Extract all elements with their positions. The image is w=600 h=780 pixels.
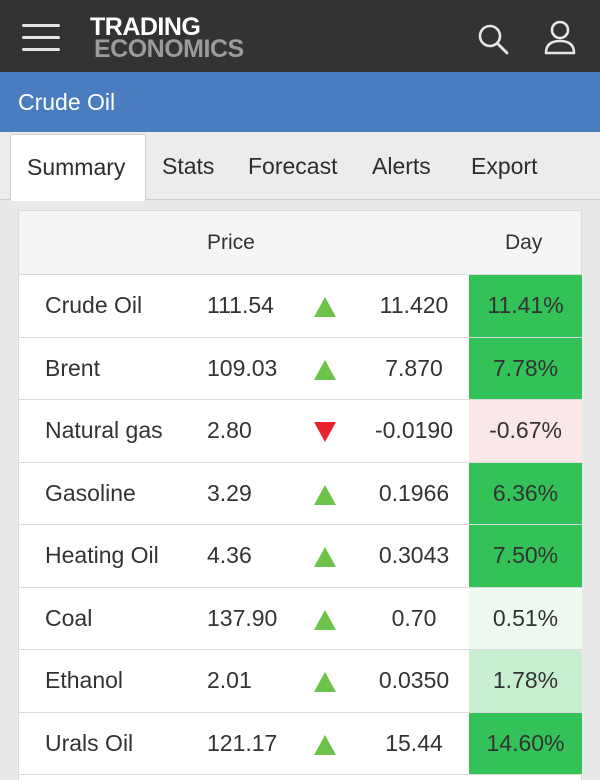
price-change: -0.0190 <box>374 417 453 443</box>
commodities-table: Price Day Crude Oil 111.54 11.420 11.41% Bre… <box>18 210 582 780</box>
table-row[interactable]: Brent 109.03 7.870 7.78% <box>19 337 582 400</box>
arrow-up-icon <box>313 359 337 381</box>
table-row[interactable]: Coal 137.90 0.70 0.51% <box>19 587 582 650</box>
price-change: 11.420 <box>379 292 449 318</box>
arrow-up-icon <box>313 609 337 631</box>
table-row[interactable]: Crude Oil 111.54 11.420 11.41% <box>19 275 582 338</box>
day-percent-change: 7.78% <box>469 337 582 399</box>
day-percent-change: 0.51% <box>469 587 582 649</box>
price-change: 0.0350 <box>378 667 450 693</box>
commodity-price: 2.80 <box>207 417 252 443</box>
commodity-price: 3.29 <box>207 479 252 506</box>
top-app-bar: TRADING ECONOMICS <box>0 0 600 72</box>
day-percent-change: 1.78% <box>469 650 582 712</box>
price-change: 0.3043 <box>378 542 450 568</box>
commodity-price: 137.90 <box>207 604 278 631</box>
commodity-name[interactable]: Gasoline <box>45 479 136 506</box>
table-row[interactable]: Urals Oil 121.17 15.44 14.60% <box>19 712 582 775</box>
table-row[interactable]: Gasoline 3.29 0.1966 6.36% <box>19 462 582 525</box>
tab-bar: Summary Stats Forecast Alerts Export <box>0 132 600 201</box>
table-row[interactable]: Heating Oil 4.36 0.3043 7.50% <box>19 525 582 588</box>
table-row[interactable]: Ethanol 2.01 0.0350 1.78% <box>19 650 582 713</box>
price-change: 0.1966 <box>378 479 450 506</box>
arrow-up-icon <box>313 671 337 693</box>
day-percent-change: 14.60% <box>469 712 582 774</box>
commodity-price: 4.36 <box>207 542 252 568</box>
day-percent-change: 6.36% <box>469 462 582 524</box>
arrow-up-icon <box>313 484 337 506</box>
column-header-day: Day <box>505 231 543 254</box>
price-change: 0.70 <box>391 604 437 631</box>
commodity-name[interactable]: Coal <box>45 604 93 631</box>
page-title: Crude Oil <box>18 89 116 115</box>
table-header: Price Day <box>19 211 581 275</box>
arrow-down-icon <box>313 421 337 443</box>
search-icon[interactable] <box>476 22 510 56</box>
logo-line-economics: ECONOMICS <box>94 35 244 63</box>
price-change: 15.44 <box>385 729 443 756</box>
day-percent-change: -0.67% <box>469 400 582 462</box>
price-change: 7.870 <box>385 354 443 381</box>
commodity-price: 111.54 <box>207 292 274 318</box>
table-row-partial <box>19 775 581 780</box>
arrow-up-icon <box>313 296 337 318</box>
commodity-name[interactable]: Urals Oil <box>45 729 134 756</box>
commodity-price: 121.17 <box>207 729 278 756</box>
page-title-bar: Crude Oil <box>0 72 600 132</box>
commodity-price: 109.03 <box>207 354 278 381</box>
day-percent-change: 11.41% <box>469 275 582 337</box>
user-icon[interactable] <box>540 20 580 56</box>
commodity-name[interactable]: Brent <box>45 354 100 381</box>
day-percent-change: 7.50% <box>469 525 582 587</box>
arrow-up-icon <box>313 734 337 756</box>
arrow-up-icon <box>313 546 337 568</box>
table-row[interactable]: Natural gas 2.80 -0.0190 -0.67% <box>19 400 582 463</box>
tab-alerts[interactable]: Alerts <box>372 153 431 179</box>
commodity-name[interactable]: Heating Oil <box>45 542 159 568</box>
column-header-price: Price <box>207 231 255 254</box>
tab-summary[interactable]: Summary <box>10 134 146 201</box>
commodity-name[interactable]: Natural gas <box>45 417 163 443</box>
commodity-name[interactable]: Crude Oil <box>45 292 143 318</box>
tab-forecast[interactable]: Forecast <box>248 153 338 179</box>
hamburger-menu-icon[interactable] <box>22 22 60 52</box>
tab-stats[interactable]: Stats <box>162 153 215 179</box>
commodity-price: 2.01 <box>207 667 252 693</box>
tab-export[interactable]: Export <box>471 153 538 179</box>
commodity-name[interactable]: Ethanol <box>45 667 124 693</box>
logo-line-trading: TRADING <box>90 13 201 41</box>
trading-economics-logo[interactable]: TRADING ECONOMICS <box>90 14 290 64</box>
